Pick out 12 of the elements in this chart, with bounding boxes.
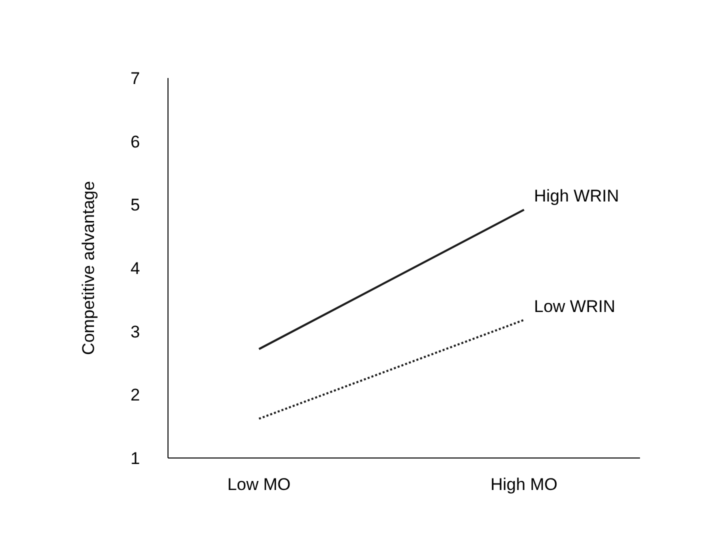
x-tick-label: Low MO [227, 475, 291, 494]
series-label: High WRIN [534, 186, 620, 206]
y-tick-label: 1 [130, 449, 140, 468]
y-tick-label: 5 [130, 196, 140, 215]
y-tick-label: 7 [130, 69, 140, 88]
y-tick-label: 6 [130, 132, 140, 152]
y-tick-label: 2 [130, 386, 140, 405]
y-tick-label: 4 [130, 259, 140, 278]
x-tick-label: High MO [490, 475, 558, 494]
y-tick-label: 3 [130, 322, 140, 342]
y-axis-title: Competitive advantage [79, 181, 98, 355]
series-label: Low WRIN [534, 296, 616, 316]
